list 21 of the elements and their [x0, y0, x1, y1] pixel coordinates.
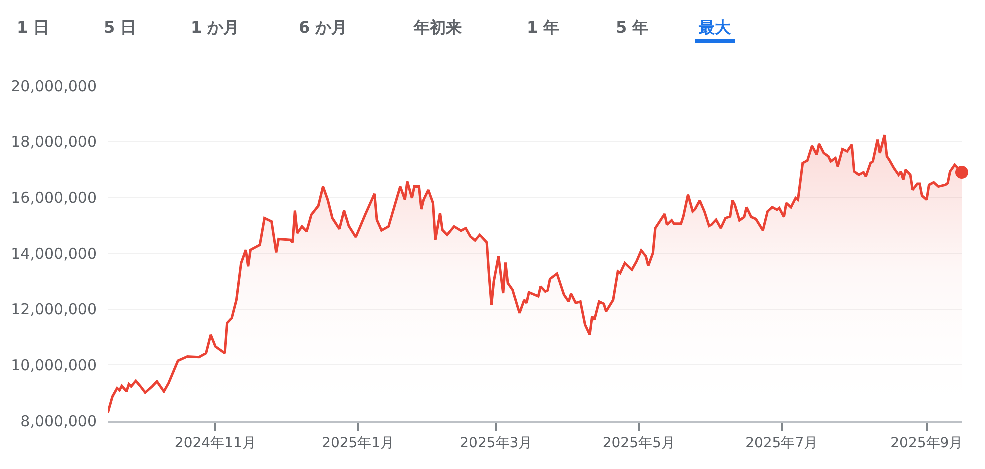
- x-tick-label: 2025年3月: [460, 436, 533, 452]
- y-tick-label: 16,000,000: [11, 188, 97, 207]
- text: 1 か月: [191, 18, 240, 37]
- x-tick-label: 2025年5月: [602, 436, 676, 452]
- text: 1 年: [527, 18, 560, 37]
- y-tick-label: 20,000,000: [11, 77, 97, 96]
- text: 6 か月: [299, 18, 348, 37]
- y-tick-label: 8,000,000: [20, 412, 97, 430]
- text: 5 日: [104, 18, 137, 37]
- x-tick-label: 2025年7月: [746, 436, 818, 452]
- y-tick-label: 10,000,000: [11, 356, 97, 374]
- text: 5 年: [616, 18, 649, 37]
- x-tick-label: 2025年9月: [890, 436, 964, 452]
- x-tick-label: 2024年11月: [174, 436, 256, 452]
- y-tick-label: 12,000,000: [11, 300, 97, 319]
- text: 1 日: [17, 18, 50, 37]
- x-tick-label: 2025年1月: [322, 436, 395, 452]
- text: 最大: [698, 18, 732, 37]
- text: 年初来: [413, 18, 462, 37]
- y-tick-label: 18,000,000: [11, 133, 97, 152]
- y-tick-label: 14,000,000: [11, 244, 97, 263]
